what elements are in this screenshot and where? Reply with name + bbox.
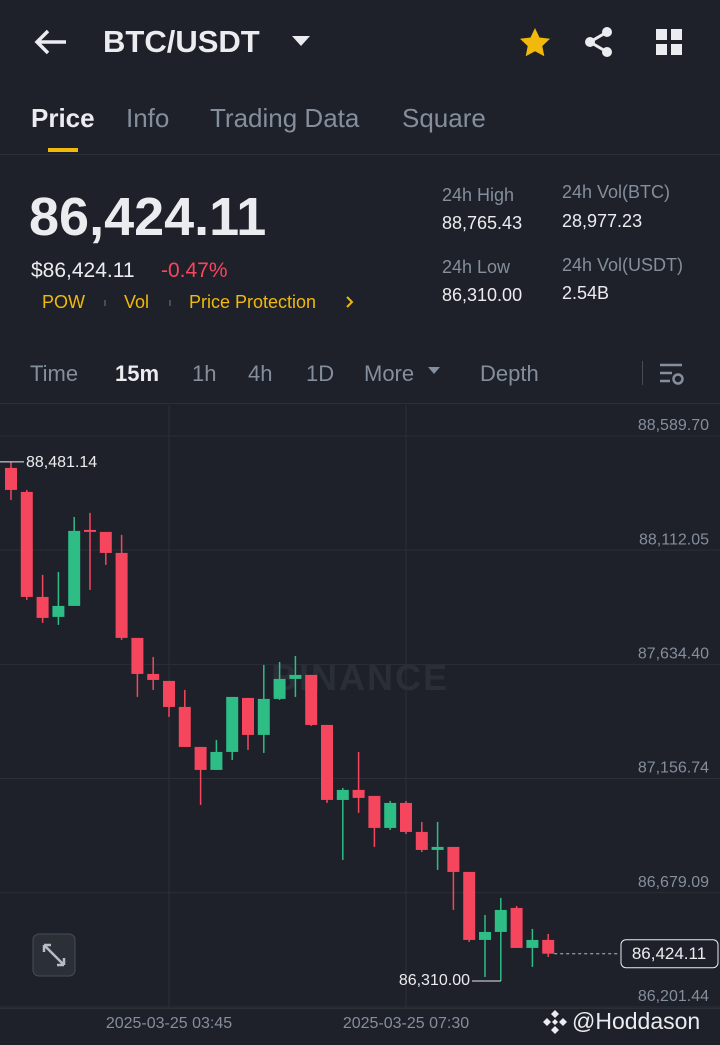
stat-value: 2.54B bbox=[562, 283, 610, 303]
y-tick-label: 88,589.70 bbox=[638, 417, 709, 434]
chart-settings[interactable] bbox=[659, 362, 685, 386]
candle-body bbox=[463, 871, 476, 940]
candle-body bbox=[210, 751, 223, 770]
candle-body bbox=[226, 696, 239, 752]
tag[interactable]: Vol bbox=[124, 292, 150, 312]
stat-label: 24h Vol(BTC) bbox=[562, 182, 671, 202]
candlestick-chart: BINANCE 88,589.7088,112.0587,634.4087,15… bbox=[0, 405, 720, 1032]
candle-body bbox=[52, 605, 65, 617]
candle-body bbox=[257, 698, 270, 735]
candle-body bbox=[84, 529, 96, 532]
pair-caret[interactable] bbox=[290, 34, 312, 48]
tab[interactable]: Price bbox=[31, 103, 95, 133]
watermark-logo bbox=[543, 1010, 567, 1034]
candle-body bbox=[431, 846, 444, 850]
candle-body bbox=[163, 680, 175, 707]
high-marker-label: 88,481.14 bbox=[26, 454, 97, 471]
y-tick-label: 86,201.44 bbox=[638, 988, 709, 1005]
last-price: 86,424.11 bbox=[29, 187, 267, 247]
stat-value: 28,977.23 bbox=[562, 211, 643, 231]
y-tick-label: 86,679.09 bbox=[638, 874, 709, 891]
candle-body bbox=[352, 789, 365, 798]
chevron bbox=[346, 296, 354, 308]
candle-body bbox=[415, 831, 428, 850]
low-marker-label: 86,310.00 bbox=[399, 972, 470, 989]
interval[interactable]: Time bbox=[30, 361, 79, 386]
candle-body bbox=[178, 706, 191, 747]
interval[interactable]: Depth bbox=[480, 361, 539, 386]
interval[interactable]: 15m bbox=[115, 361, 160, 386]
candle-body bbox=[400, 802, 412, 832]
separator bbox=[169, 300, 171, 306]
candle-body bbox=[194, 746, 207, 770]
x-tick-label: 2025-03-25 03:45 bbox=[106, 1015, 232, 1032]
candle-body bbox=[242, 697, 254, 735]
tab-indicator bbox=[48, 148, 78, 152]
y-tick-label: 88,112.05 bbox=[639, 531, 709, 548]
interval[interactable]: 1D bbox=[306, 361, 335, 386]
candle-body bbox=[289, 674, 302, 679]
divider bbox=[0, 1008, 720, 1009]
candle-body bbox=[115, 552, 128, 638]
separator bbox=[642, 361, 643, 385]
tab[interactable]: Info bbox=[126, 103, 170, 133]
candle-body bbox=[131, 637, 144, 674]
candle-body bbox=[305, 674, 318, 725]
price-change: -0.47% bbox=[161, 259, 228, 282]
candle-body bbox=[68, 530, 81, 606]
divider bbox=[0, 403, 720, 404]
stat-value: 86,310.00 bbox=[442, 285, 523, 305]
footer-watermark: @Hoddason bbox=[572, 1008, 701, 1034]
back-button[interactable] bbox=[32, 26, 68, 58]
tab[interactable]: Square bbox=[402, 103, 486, 133]
x-tick-label: 2025-03-25 07:30 bbox=[343, 1015, 469, 1032]
y-tick-label: 87,156.74 bbox=[638, 760, 709, 777]
last-price-box bbox=[620, 939, 719, 969]
interval[interactable]: 1h bbox=[192, 361, 217, 386]
pair-title[interactable]: BTC/USDT bbox=[103, 24, 260, 59]
menu-grid[interactable] bbox=[655, 28, 683, 56]
expand-button[interactable] bbox=[32, 933, 76, 977]
candle-body bbox=[510, 907, 523, 948]
tab[interactable]: Trading Data bbox=[210, 103, 360, 133]
separator bbox=[104, 300, 106, 306]
last-price-label: 86,424.11 bbox=[632, 944, 706, 963]
candle-body bbox=[447, 846, 460, 872]
candle-body bbox=[336, 789, 349, 800]
candle-body bbox=[494, 909, 507, 932]
candle-body bbox=[99, 531, 112, 553]
stat-label: 24h High bbox=[442, 185, 515, 205]
stat-label: 24h Low bbox=[442, 257, 511, 277]
interval[interactable]: 4h bbox=[248, 361, 273, 386]
candle-body bbox=[384, 802, 397, 828]
favorite-star[interactable] bbox=[518, 26, 552, 58]
candle-body bbox=[5, 467, 17, 490]
stat-label: 24h Vol(USDT) bbox=[562, 255, 684, 275]
more-caret bbox=[428, 367, 440, 374]
fiat-price: $86,424.11 bbox=[31, 259, 135, 282]
candle-body bbox=[526, 939, 539, 948]
share-button[interactable] bbox=[583, 26, 615, 58]
candle-body bbox=[479, 931, 491, 940]
candle-body bbox=[542, 939, 555, 954]
stat-value: 88,765.43 bbox=[442, 213, 523, 233]
candle-body bbox=[321, 724, 333, 800]
candle-body bbox=[20, 491, 33, 597]
tag[interactable]: Price Protection bbox=[189, 292, 317, 312]
candle-body bbox=[147, 673, 160, 680]
tag[interactable]: POW bbox=[42, 292, 85, 312]
interval[interactable]: More bbox=[364, 361, 415, 386]
divider bbox=[0, 154, 720, 155]
candle-body bbox=[368, 795, 381, 828]
y-tick-label: 87,634.40 bbox=[638, 646, 709, 663]
candle-body bbox=[273, 678, 286, 699]
candle-body bbox=[36, 596, 49, 618]
